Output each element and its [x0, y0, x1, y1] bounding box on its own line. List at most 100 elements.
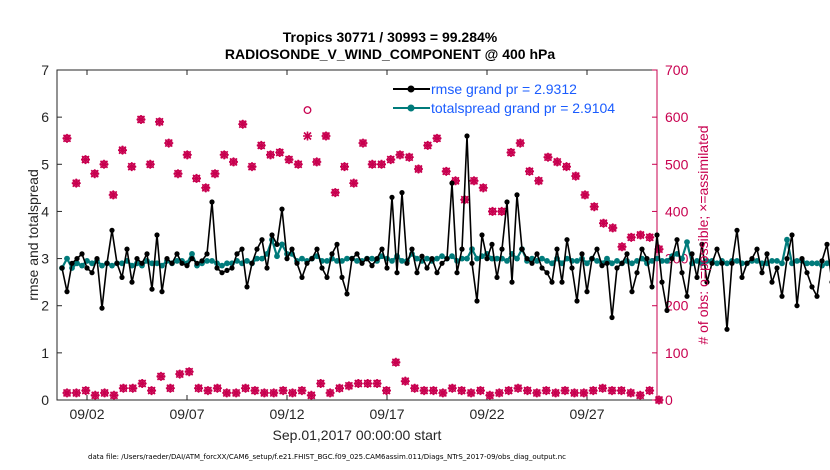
obs-high-assimilated: [127, 162, 137, 172]
rmse-point: [369, 263, 375, 269]
rmse-point: [59, 265, 65, 271]
y-tick-label: 0: [41, 392, 49, 408]
obs-low-assimilated: [522, 386, 532, 396]
y-tick-label: 4: [41, 203, 49, 219]
obs-low-assimilated: [513, 383, 523, 393]
rmse-point: [354, 251, 360, 257]
rmse-point: [749, 256, 755, 262]
rmse-point: [719, 260, 725, 266]
obs-low-assimilated: [645, 386, 655, 396]
obs-low-assimilated: [222, 388, 232, 398]
rmse-point: [229, 265, 235, 271]
obs-high-assimilated: [645, 232, 655, 242]
rmse-point: [794, 303, 800, 309]
rmse-point: [199, 258, 205, 264]
obs-high-assimilated: [395, 150, 405, 160]
series-lines: [59, 133, 830, 332]
rmse-point: [374, 256, 380, 262]
rmse-point: [144, 251, 150, 257]
rmse-point: [299, 274, 305, 280]
rmse-point: [259, 237, 265, 243]
totalspread-point: [699, 260, 705, 267]
rmse-point: [509, 279, 515, 285]
obs-low-assimilated: [71, 388, 81, 398]
rmse-point: [404, 260, 410, 266]
rmse-point: [169, 260, 175, 266]
totalspread-point: [79, 262, 85, 269]
rmse-point: [349, 256, 355, 262]
obs-high-assimilated: [173, 169, 183, 179]
rmse-point: [399, 190, 405, 196]
rmse-point: [429, 256, 435, 262]
rmse-point: [309, 256, 315, 262]
obs-low-assimilated: [616, 386, 626, 396]
obs-low-assimilated: [184, 367, 194, 377]
totalspread-point: [549, 260, 555, 267]
rmse-point: [154, 232, 160, 238]
obs-low-assimilated: [654, 395, 664, 405]
rmse-point: [549, 279, 555, 285]
rmse-point: [779, 293, 785, 299]
obs-high-assimilated: [358, 138, 368, 148]
obs-high-assimilated: [367, 159, 377, 169]
rmse-point: [469, 260, 475, 266]
obs-low-assimilated: [635, 390, 645, 400]
obs-high-assimilated: [377, 159, 386, 169]
rmse-point: [604, 260, 610, 266]
totalspread-point: [724, 260, 730, 267]
obs-low-assimilated: [551, 388, 561, 398]
rmse-point: [669, 256, 675, 262]
totalspread-point: [779, 260, 785, 267]
rmse-point: [359, 260, 365, 266]
rmse-point: [314, 246, 320, 252]
x-tick-label: 09/27: [569, 406, 604, 422]
obs-high-assimilated: [469, 176, 479, 186]
rmse-point: [769, 279, 775, 285]
obs-high-assimilated: [99, 159, 109, 169]
obs-high-assimilated: [608, 223, 618, 233]
obs-low-assimilated: [118, 383, 128, 393]
totalspread-point: [339, 258, 345, 264]
obs-high-assimilated: [571, 171, 581, 181]
rmse-point: [159, 289, 165, 295]
obs-high-assimilated: [506, 148, 516, 157]
y-tick-label: 3: [41, 251, 49, 267]
obs-low-assimilated: [278, 386, 288, 396]
rmse-point: [674, 237, 680, 243]
obs-low-assimilated: [175, 369, 185, 379]
obs-low-assimilated: [212, 383, 222, 393]
rmse-point: [589, 256, 595, 262]
totalspread-point: [584, 260, 590, 267]
rmse-point: [379, 246, 385, 252]
rmse-point: [119, 274, 125, 280]
rmse-point: [69, 260, 75, 266]
obs-low-assimilated: [297, 386, 307, 396]
y-tick-label: 6: [41, 109, 49, 125]
rmse-point: [444, 256, 450, 262]
totalspread-point: [224, 260, 230, 267]
rmse-point: [689, 251, 695, 257]
totalspread-point: [254, 255, 260, 262]
x-tick-label: 09/07: [169, 406, 204, 422]
totalspread-point: [354, 258, 360, 264]
rmse-point: [134, 256, 140, 262]
rmse-point: [289, 246, 295, 252]
rmse-point: [284, 256, 290, 262]
rmse-point: [714, 246, 720, 252]
obs-low-assimilated: [475, 386, 485, 396]
obs-high-assimilated: [71, 178, 81, 188]
obs-low-assimilated: [363, 379, 373, 388]
obs-low-assimilated: [316, 379, 326, 388]
obs-high-possible: [303, 106, 312, 115]
legend-totalspread: totalspread grand pr = 2.9104: [431, 100, 615, 116]
totalspread-point: [714, 260, 720, 267]
right-y-tick-label: 0: [665, 392, 673, 408]
totalspread-point: [219, 262, 225, 269]
totalspread-point: [279, 241, 285, 248]
rmse-point: [164, 256, 170, 262]
y-tick-label: 1: [41, 345, 49, 361]
totalspread-point: [784, 236, 790, 243]
rmse-point: [389, 194, 395, 200]
obs-high-assimilated: [118, 145, 127, 155]
